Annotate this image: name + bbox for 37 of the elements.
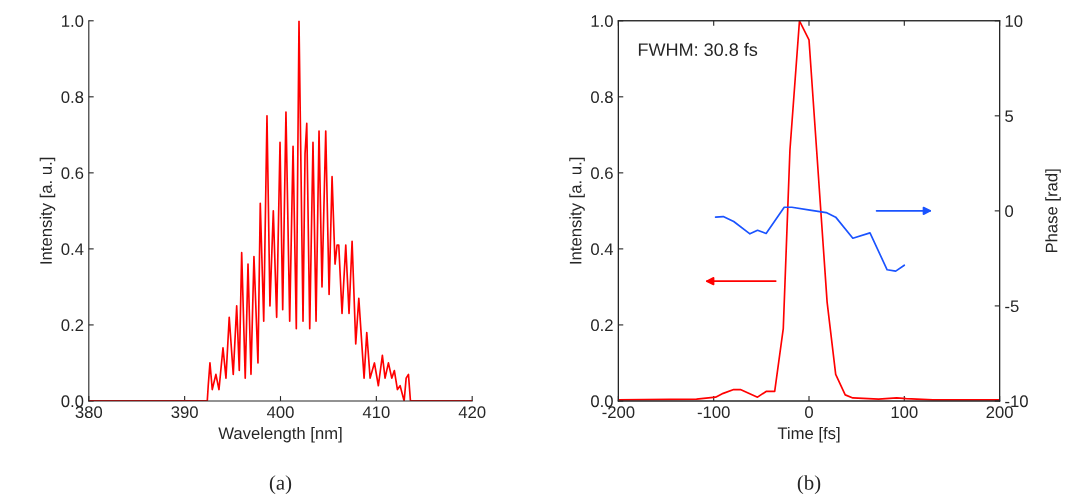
y-tick-label: 0.6 bbox=[591, 167, 613, 180]
x-axis-title: Time [fs] bbox=[777, 426, 840, 443]
x-tick-label: 200 bbox=[986, 406, 1013, 419]
x-tick-label: 400 bbox=[266, 406, 294, 419]
x-tick-label: 390 bbox=[171, 406, 198, 419]
x-tick-label: 100 bbox=[891, 406, 918, 419]
x-tick-label: 410 bbox=[362, 406, 390, 419]
y-tick-label: 0.2 bbox=[591, 319, 613, 332]
y-tick-label: 0.4 bbox=[591, 243, 614, 256]
y2-tick-label: 10 bbox=[1005, 15, 1023, 27]
y-tick-label: 0.4 bbox=[61, 243, 84, 256]
y2-tick-label: -10 bbox=[1005, 395, 1028, 408]
x-tick-label: -100 bbox=[697, 406, 730, 419]
y-axis-title: Intensity [a. u.] bbox=[39, 157, 56, 264]
y2-tick-label: -5 bbox=[1005, 300, 1019, 313]
y-tick-label: 0.0 bbox=[591, 395, 613, 408]
y-tick-label: 0.8 bbox=[61, 91, 84, 104]
x-tick-label: -200 bbox=[602, 406, 635, 419]
y-tick-label: 0.6 bbox=[61, 167, 84, 180]
annotation: FWHM: 30.8 fs bbox=[638, 42, 758, 57]
y-tick-label: 0.8 bbox=[591, 91, 613, 104]
y-axis-title: Intensity [a. u.] bbox=[569, 157, 585, 264]
x-tick-label: 380 bbox=[75, 406, 103, 419]
line-series bbox=[714, 206, 906, 272]
y2-tick-label: 0 bbox=[1005, 205, 1014, 218]
y2-tick-label: 5 bbox=[1005, 110, 1014, 123]
x-tick-label: 420 bbox=[458, 406, 486, 419]
text: (a) bbox=[269, 475, 292, 495]
y-tick-label: 0.2 bbox=[61, 319, 84, 332]
x-tick-label: 0 bbox=[805, 406, 813, 419]
x-axis-title: Wavelength [nm] bbox=[218, 426, 342, 443]
y-tick-label: 0.0 bbox=[61, 395, 84, 408]
y-tick-label: 1.0 bbox=[591, 15, 613, 27]
y2-axis-title: Phase [rad] bbox=[1045, 169, 1061, 253]
y-tick-label: 1.0 bbox=[62, 15, 84, 27]
line-series bbox=[618, 20, 1000, 401]
text: (b) bbox=[797, 475, 821, 495]
